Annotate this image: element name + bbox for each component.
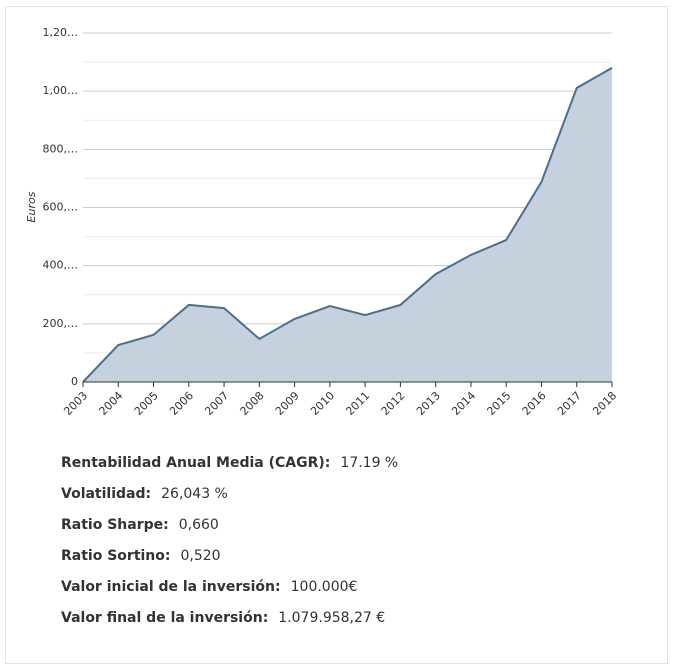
y-tick-label: 600,… bbox=[43, 201, 79, 214]
stat-value: 0,660 bbox=[178, 517, 219, 533]
stat-row: Rentabilidad Anual Media (CAGR): 17.19 % bbox=[61, 452, 398, 483]
x-tick-label: 2012 bbox=[379, 389, 408, 418]
area bbox=[83, 67, 612, 382]
stat-value: 0,520 bbox=[180, 548, 221, 564]
stat-value: 100.000€ bbox=[290, 579, 358, 595]
stat-value: 26,043 % bbox=[161, 486, 228, 502]
y-axis-label: Euros bbox=[25, 191, 38, 222]
x-tick-label: 2013 bbox=[414, 389, 443, 418]
stat-row: Ratio Sortino: 0,520 bbox=[61, 545, 398, 576]
stat-label: Ratio Sortino: bbox=[61, 548, 171, 564]
stat-label: Valor inicial de la inversión: bbox=[61, 579, 281, 595]
stat-label: Ratio Sharpe: bbox=[61, 517, 169, 533]
x-tick-label: 2005 bbox=[132, 389, 161, 418]
x-tick-label: 2004 bbox=[97, 389, 126, 418]
stat-value: 17.19 % bbox=[340, 455, 399, 471]
y-tick-label: 200,… bbox=[43, 317, 79, 330]
stat-label: Volatilidad: bbox=[61, 486, 152, 502]
stat-row: Valor inicial de la inversión: 100.000€ bbox=[61, 576, 398, 607]
x-tick-label: 2017 bbox=[555, 389, 584, 418]
x-tick-label: 2009 bbox=[273, 389, 302, 418]
stats: Rentabilidad Anual Media (CAGR): 17.19 % V… bbox=[61, 452, 398, 638]
line bbox=[82, 67, 613, 383]
stat-row: Volatilidad: 26,043 % bbox=[61, 483, 398, 514]
chart: Euros 0 200,… 400,… 600,… 800,… 1,00… 1,20… 200… bbox=[25, 26, 619, 418]
stat-row: Valor final de la inversión: 1.079.958,27… bbox=[61, 607, 398, 638]
x-tick-label: 2003 bbox=[61, 389, 90, 418]
x-tick-label: 2018 bbox=[590, 389, 619, 418]
x-tick-label: 2006 bbox=[167, 389, 196, 418]
y-tick-label: 1,00… bbox=[43, 84, 79, 97]
stat-label: Rentabilidad Anual Media (CAGR): bbox=[61, 455, 331, 471]
y-tick-label: 1,20… bbox=[43, 26, 79, 39]
y-tick-label: 400,… bbox=[43, 259, 79, 272]
y-tick-label: 800,… bbox=[43, 142, 79, 155]
y-tick-label: 0 bbox=[71, 375, 78, 388]
stat-label: Valor final de la inversión: bbox=[61, 610, 269, 626]
x-tick-label: 2014 bbox=[449, 389, 478, 418]
x-tick-label: 2016 bbox=[520, 389, 549, 418]
x-tick-label: 2015 bbox=[484, 389, 513, 418]
card bbox=[5, 6, 668, 664]
x-tick-label: 2011 bbox=[343, 389, 372, 418]
x-tick-label: 2008 bbox=[238, 389, 267, 418]
x-tick-label: 2007 bbox=[202, 389, 231, 418]
x-tick-label: 2010 bbox=[308, 389, 337, 418]
stat-value: 1.079.958,27 € bbox=[278, 610, 386, 626]
stat-row: Ratio Sharpe: 0,660 bbox=[61, 514, 398, 545]
